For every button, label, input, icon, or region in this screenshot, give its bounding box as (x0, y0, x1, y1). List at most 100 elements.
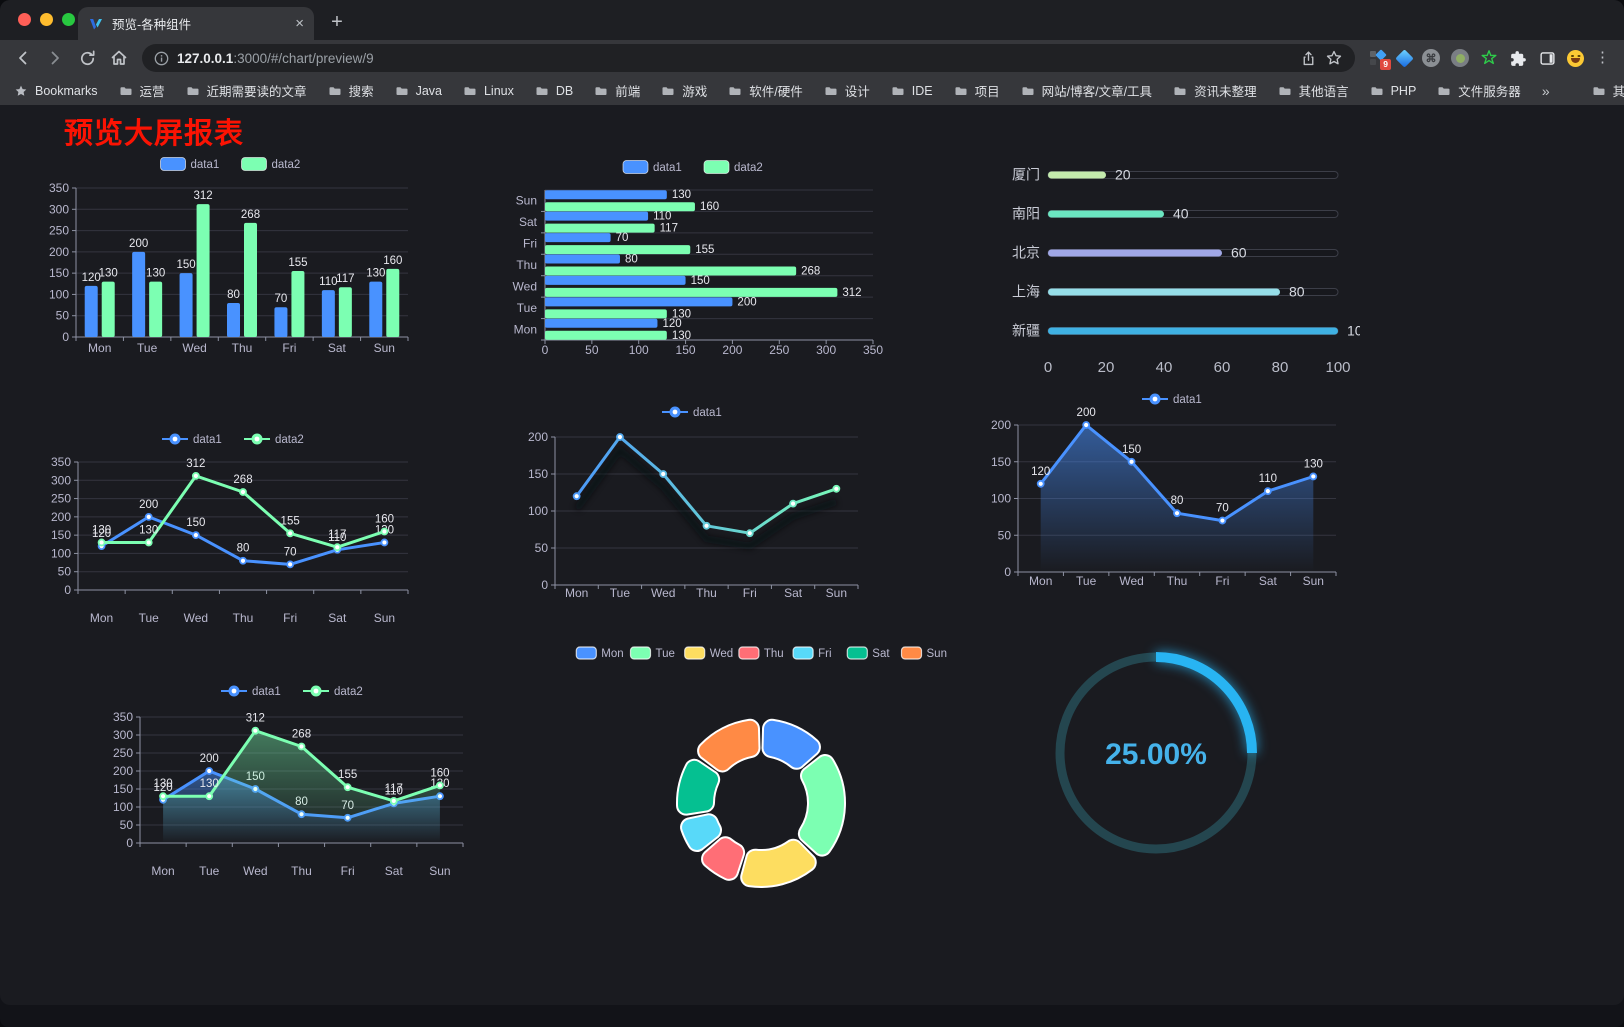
side-panel-icon[interactable] (1539, 50, 1556, 67)
browser-tab[interactable]: 预览-各种组件 × (78, 7, 314, 40)
series-data2[interactable]: 130 130 312 268 155 117 160 (153, 713, 450, 843)
browser-menu-icon[interactable]: ⋮ (1595, 49, 1610, 66)
legend-item-data1[interactable]: data1 (662, 406, 722, 420)
legend-item-data2[interactable]: data2 (303, 685, 363, 699)
series-data1[interactable] (572, 433, 841, 550)
legend-item-Thu[interactable]: Thu (738, 646, 784, 660)
new-tab-button[interactable]: + (331, 11, 343, 33)
extensions-puzzle-icon[interactable] (1509, 49, 1528, 68)
close-window-button[interactable] (18, 13, 31, 26)
bookmarks-manager[interactable]: Bookmarks (14, 84, 98, 98)
bookmark-folder[interactable]: DB (535, 84, 573, 98)
svg-text:300: 300 (113, 728, 133, 742)
bookmark-folder[interactable]: IDE (891, 84, 933, 98)
progress-row-厦门[interactable]: 厦门 20 (1012, 167, 1339, 183)
bookmark-folder[interactable]: 软件/硬件 (728, 81, 803, 100)
legend-item-data2[interactable]: data2 (703, 160, 763, 175)
bookmark-folder[interactable]: 前端 (594, 81, 640, 100)
pie-slice-Wed[interactable] (740, 838, 817, 888)
star-icon (15, 85, 27, 96)
bookmark-folder[interactable]: 文件服务器 (1437, 81, 1521, 100)
svg-text:160: 160 (375, 513, 394, 525)
pie-slice-Fri[interactable] (680, 813, 722, 852)
city-progress-chart[interactable]: 厦门 20 南阳 40 北京 60 上海 80 新疆 100 0 20 40 60 80 100 (1000, 156, 1371, 391)
url-bar[interactable]: 127.0.0.1:3000/#/chart/preview/9 (142, 44, 1355, 72)
reload-button[interactable] (74, 45, 100, 71)
bookmark-folder[interactable]: 运营 (119, 81, 165, 100)
extension-command-icon[interactable]: ⌘ (1422, 49, 1440, 67)
bookmark-folder[interactable]: 其他语言 (1278, 81, 1349, 100)
dual-area-chart[interactable]: 0 50 100 150 200 250 300 350 Mon Tue Wed Thu Fri Sat S… (103, 676, 485, 893)
svg-text:Thu: Thu (232, 341, 253, 355)
minimize-window-button[interactable] (40, 13, 53, 26)
pie-slice-Tue[interactable] (797, 754, 846, 857)
svg-text:150: 150 (49, 266, 69, 280)
extension-star-icon[interactable] (1480, 49, 1498, 67)
dual-line-chart[interactable]: 0 50 100 150 200 250 300 350 Mon Tue Wed Thu Fri Sat S… (45, 424, 425, 639)
bookmark-folder[interactable]: 近期需要读的文章 (186, 81, 307, 100)
legend-item-data1[interactable]: data1 (162, 433, 222, 447)
single-area-chart[interactable]: 0 50 100 150 200 Mon Tue Wed Thu Fri Sat Sun 120 200 1… (988, 388, 1360, 601)
bookmarks-overflow-chevron[interactable]: » (1541, 82, 1550, 99)
svg-text:150: 150 (176, 259, 195, 271)
bookmark-folder[interactable]: 网站/博客/文章/工具 (1021, 81, 1152, 100)
bookmark-folder[interactable]: 游戏 (661, 81, 707, 100)
grouped-bar-chart[interactable]: 0 50 100 150 200 250 300 350 Mon Tue Wed Thu Fri Sat S… (40, 148, 425, 369)
svg-text:150: 150 (528, 467, 548, 481)
bookmark-folder[interactable]: 搜索 (328, 81, 374, 100)
legend-item-Sun[interactable]: Sun (900, 646, 947, 660)
gradient-line-chart[interactable]: 0 50 100 150 200 Mon Tue Wed Thu Fri Sat Sun data1 (505, 398, 883, 615)
bookmark-folder[interactable]: 设计 (824, 81, 870, 100)
tab-close-icon[interactable]: × (295, 15, 304, 32)
bookmark-folder[interactable]: 资讯未整理 (1173, 81, 1257, 100)
legend-item-data1[interactable]: data1 (622, 160, 682, 175)
share-icon[interactable] (1300, 50, 1317, 67)
donut-chart[interactable]: Mon Tue Wed Thu Fri Sat Sun (556, 636, 966, 917)
legend-item-data2[interactable]: data2 (244, 433, 304, 447)
legend-item-Sat[interactable]: Sat (846, 646, 890, 660)
bookmark-folder[interactable]: Java (395, 84, 442, 98)
pie-slice-Sat[interactable] (676, 758, 721, 816)
bookmark-star-icon[interactable] (1325, 49, 1343, 67)
svg-text:data1: data1 (191, 159, 220, 171)
progress-row-南阳[interactable]: 南阳 40 (1012, 206, 1339, 222)
pie-slice-Thu[interactable] (701, 836, 746, 881)
legend-item-Wed[interactable]: Wed (684, 646, 733, 660)
legend-item-Fri[interactable]: Fri (792, 646, 832, 660)
horizontal-bar-chart[interactable]: 0 50 100 150 200 250 300 350 Mon Tue Wed Thu Fri Sat S… (505, 152, 885, 371)
progress-row-新疆[interactable]: 新疆 100 (1012, 323, 1371, 339)
url-text[interactable]: 127.0.0.1:3000/#/chart/preview/9 (177, 51, 374, 66)
bookmark-folder[interactable]: 项目 (954, 81, 1000, 100)
pie-slice-Mon[interactable] (761, 718, 821, 770)
page-info-icon[interactable] (154, 51, 169, 66)
forward-button[interactable] (42, 45, 68, 71)
bookmark-folder[interactable]: PHP (1370, 84, 1416, 98)
legend-item-data2[interactable]: data2 (241, 157, 301, 172)
profile-avatar-icon[interactable] (1567, 49, 1584, 67)
progress-row-北京[interactable]: 北京 60 (1012, 245, 1339, 261)
bookmark-folder[interactable]: Linux (463, 84, 514, 98)
legend-item-Mon[interactable]: Mon (575, 646, 624, 660)
maximize-window-button[interactable] (62, 13, 75, 26)
gauge-progress-chart[interactable]: 25.00% (1036, 632, 1276, 882)
legend-item-data1[interactable]: data1 (221, 685, 281, 699)
extension-gem-icon[interactable] (1395, 48, 1414, 68)
legend-item-data1[interactable]: data1 (1142, 393, 1202, 407)
series-data2[interactable]: 130 130 312 268 155 117 160 (99, 190, 403, 337)
series-data2[interactable]: 130 130 312 268 155 117 160 (545, 201, 862, 342)
back-button[interactable] (10, 45, 36, 71)
home-button[interactable] (106, 45, 132, 71)
progress-row-上海[interactable]: 上海 80 (1012, 284, 1339, 300)
extension-record-icon[interactable] (1451, 49, 1469, 67)
other-bookmarks-folder[interactable]: 其他书签 (1592, 81, 1624, 100)
legend-item-Tue[interactable]: Tue (629, 646, 675, 660)
legend-item-data1[interactable]: data1 (160, 157, 220, 172)
series-data2[interactable]: 130 130 312 268 155 117 160 (92, 458, 394, 552)
svg-text:Sun: Sun (374, 611, 395, 625)
extension-blocks-icon[interactable]: 9 (1369, 49, 1391, 70)
pie-slice-Sun[interactable] (697, 718, 761, 773)
